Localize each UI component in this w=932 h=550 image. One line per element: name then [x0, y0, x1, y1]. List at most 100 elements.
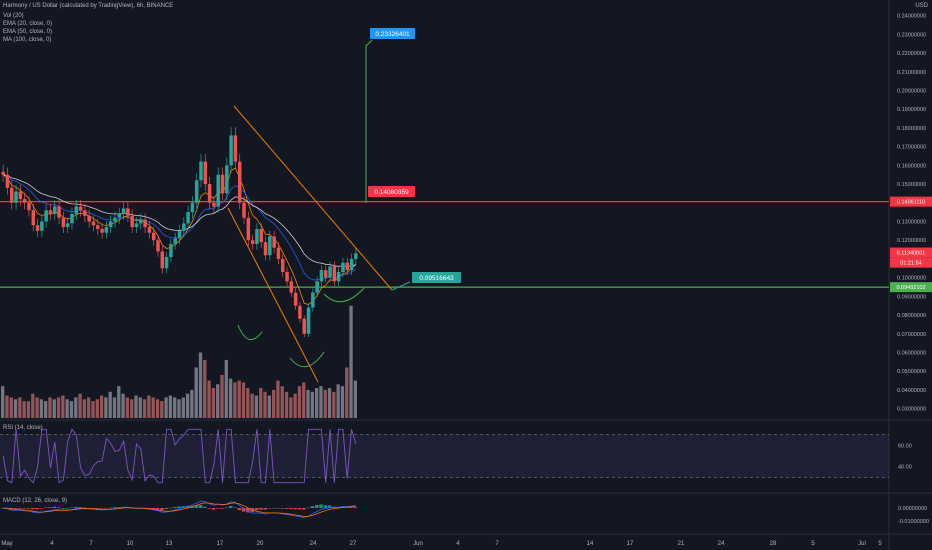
macd-histogram-bar — [289, 508, 293, 510]
volume-bar — [207, 380, 211, 418]
macd-histogram-bar — [74, 506, 78, 508]
volume-bar — [108, 391, 112, 418]
macd-histogram-bar — [302, 508, 306, 510]
volume-bar — [241, 382, 246, 418]
candle — [22, 199, 27, 203]
macd-histogram-bar — [13, 508, 18, 509]
macd-histogram-bar — [207, 508, 211, 509]
volume-bar — [194, 367, 198, 418]
rsi-legend[interactable]: RSI (14, close) — [3, 425, 43, 431]
macd-histogram-bar — [61, 507, 65, 509]
y-tick-label: 0.23000000 — [897, 32, 926, 38]
rsi-tick-label: 40.00 — [898, 465, 912, 471]
candle — [35, 225, 40, 231]
candle — [242, 202, 246, 218]
volume-bar — [125, 397, 130, 418]
volume-bar — [13, 399, 18, 418]
x-tick-label: 27 — [350, 541, 357, 547]
vol-legend[interactable]: Vol (20) — [3, 13, 24, 19]
macd-histogram-bar — [160, 508, 164, 510]
volume-bar — [1, 386, 5, 418]
volume-bar — [134, 395, 138, 418]
axis-price-tag — [890, 247, 932, 258]
candle — [280, 258, 285, 273]
candle — [130, 215, 134, 228]
candle — [173, 238, 177, 244]
resistance-price-label-bg — [368, 186, 415, 197]
volume-bar — [82, 399, 87, 418]
candle — [18, 191, 23, 200]
candle — [328, 266, 332, 278]
candle — [233, 135, 238, 162]
candle — [323, 270, 328, 278]
macd-histogram-bar — [297, 508, 302, 510]
candle — [40, 221, 44, 231]
candle — [268, 236, 272, 256]
volume-bar — [297, 386, 302, 418]
candle — [306, 307, 311, 334]
candle — [190, 202, 195, 213]
y-tick-label: 0.06000000 — [897, 350, 926, 356]
y-tick-label: 0.24000000 — [897, 14, 926, 20]
ma100-legend[interactable]: MA (100, close, 0) — [3, 37, 52, 43]
volume-bar — [48, 397, 52, 418]
macd-histogram-bar — [220, 508, 224, 509]
macd-histogram-bar — [26, 508, 31, 509]
candle — [298, 305, 302, 319]
volume-bar — [271, 389, 276, 418]
rsi-line — [2, 428, 357, 484]
macd-histogram-bar — [271, 507, 276, 509]
ema50-legend[interactable]: EMA (50, close, 0) — [3, 29, 53, 35]
volume-bar — [168, 395, 173, 418]
macd-histogram-bar — [314, 505, 319, 508]
candle — [216, 174, 220, 207]
macd-histogram-bar — [99, 508, 104, 509]
volume-bar — [302, 382, 306, 418]
volume-bar — [276, 380, 280, 418]
macd-histogram-bar — [267, 508, 272, 509]
candle — [199, 161, 203, 181]
volume-bar — [224, 359, 228, 418]
macd-histogram-bar — [18, 508, 22, 509]
x-tick-label: 5 — [878, 541, 882, 547]
volume-bar — [259, 388, 263, 418]
macd-legend[interactable]: MACD (12, 26, close, 9) — [3, 498, 68, 504]
macd-histogram-bar — [31, 508, 35, 510]
candle — [319, 270, 324, 282]
macd-histogram-bar — [168, 507, 173, 509]
candle — [53, 206, 57, 214]
candle — [341, 262, 345, 273]
y-tick-label: 0.13000000 — [897, 219, 926, 225]
macd-histogram-bar — [155, 508, 160, 510]
x-tick-label: 5 — [811, 541, 815, 547]
macd-signal-line — [3, 502, 356, 517]
volume-bar — [246, 388, 250, 418]
macd-histogram-bar — [56, 507, 61, 508]
candle — [285, 272, 289, 282]
candle — [302, 318, 306, 334]
x-tick-label: 4 — [50, 541, 54, 547]
y-tick-label: 0.05000000 — [897, 369, 926, 375]
volume-bar — [349, 305, 353, 418]
candle — [207, 184, 212, 203]
candle — [65, 223, 70, 228]
volume-bar — [336, 384, 340, 418]
trendline-lower — [227, 207, 319, 383]
left-shoulder-arc — [237, 324, 263, 340]
y-tick-label: 0.17000000 — [897, 145, 926, 151]
volume-bar — [99, 395, 104, 418]
volume-bar — [95, 399, 99, 418]
volume-bar — [190, 389, 194, 418]
ema20-legend[interactable]: EMA (20, close, 0) — [3, 21, 53, 27]
y-tick-label: 0.10000000 — [897, 276, 926, 282]
candle — [61, 217, 66, 228]
x-tick-label: 7 — [89, 541, 93, 547]
candle — [169, 243, 173, 258]
x-tick-label: 17 — [627, 541, 634, 547]
candle — [311, 292, 315, 308]
macd-histogram-bar — [254, 508, 259, 511]
macd-histogram-bar — [246, 508, 250, 513]
axis-price-text: 01:21:54 — [900, 261, 921, 267]
x-tick-label: Jun — [413, 541, 423, 547]
